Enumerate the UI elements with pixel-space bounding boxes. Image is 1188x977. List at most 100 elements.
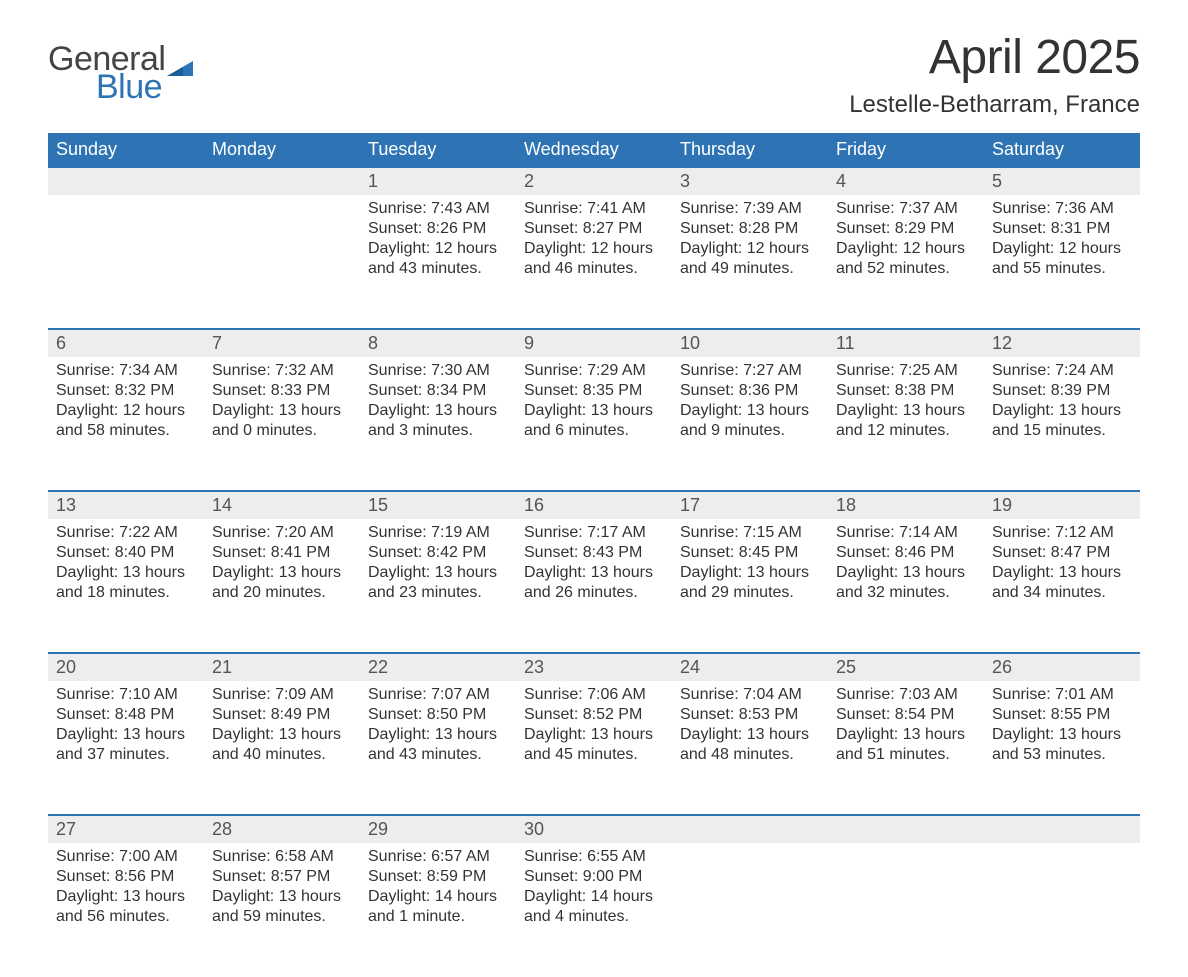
- day-cell: Sunrise: 7:22 AMSunset: 8:40 PMDaylight:…: [48, 519, 204, 653]
- day-content: Sunrise: 7:41 AMSunset: 8:27 PMDaylight:…: [524, 195, 664, 279]
- sunset-line: Sunset: 8:45 PM: [680, 543, 820, 563]
- day-number-cell: 17: [672, 491, 828, 519]
- sunset-line: Sunset: 8:57 PM: [212, 867, 352, 887]
- day-number-cell: 27: [48, 815, 204, 843]
- day-number: 26: [992, 657, 1012, 677]
- day-number: 14: [212, 495, 232, 515]
- day-cell: Sunrise: 7:37 AMSunset: 8:29 PMDaylight:…: [828, 195, 984, 329]
- sunset-line: Sunset: 8:47 PM: [992, 543, 1132, 563]
- day-number: 15: [368, 495, 388, 515]
- sunset-line: Sunset: 8:33 PM: [212, 381, 352, 401]
- daylight-line: Daylight: 14 hours and 4 minutes.: [524, 887, 664, 927]
- day-number-cell: 20: [48, 653, 204, 681]
- day-number-cell: 13: [48, 491, 204, 519]
- sunrise-line: Sunrise: 7:32 AM: [212, 361, 352, 381]
- sunrise-line: Sunrise: 7:17 AM: [524, 523, 664, 543]
- weekday-header: Saturday: [984, 133, 1140, 167]
- daylight-line: Daylight: 13 hours and 59 minutes.: [212, 887, 352, 927]
- day-number-cell: 11: [828, 329, 984, 357]
- daylight-line: Daylight: 13 hours and 51 minutes.: [836, 725, 976, 765]
- day-number-row: 6789101112: [48, 329, 1140, 357]
- daylight-line: Daylight: 12 hours and 43 minutes.: [368, 239, 508, 279]
- sunset-line: Sunset: 8:42 PM: [368, 543, 508, 563]
- day-cell: Sunrise: 7:29 AMSunset: 8:35 PMDaylight:…: [516, 357, 672, 491]
- day-content: Sunrise: 7:00 AMSunset: 8:56 PMDaylight:…: [56, 843, 196, 927]
- day-cell: Sunrise: 6:57 AMSunset: 8:59 PMDaylight:…: [360, 843, 516, 977]
- daylight-line: Daylight: 12 hours and 49 minutes.: [680, 239, 820, 279]
- day-number-cell: [828, 815, 984, 843]
- day-content: Sunrise: 7:06 AMSunset: 8:52 PMDaylight:…: [524, 681, 664, 765]
- sunset-line: Sunset: 8:32 PM: [56, 381, 196, 401]
- sunrise-line: Sunrise: 7:06 AM: [524, 685, 664, 705]
- location-subtitle: Lestelle-Betharram, France: [849, 91, 1140, 119]
- day-cell: [672, 843, 828, 977]
- sunset-line: Sunset: 8:34 PM: [368, 381, 508, 401]
- weekday-header: Wednesday: [516, 133, 672, 167]
- sunrise-line: Sunrise: 7:00 AM: [56, 847, 196, 867]
- sunset-line: Sunset: 8:36 PM: [680, 381, 820, 401]
- day-number: 6: [56, 333, 66, 353]
- day-number: 19: [992, 495, 1012, 515]
- sunset-line: Sunset: 8:41 PM: [212, 543, 352, 563]
- day-content: Sunrise: 7:12 AMSunset: 8:47 PMDaylight:…: [992, 519, 1132, 603]
- sunrise-line: Sunrise: 7:24 AM: [992, 361, 1132, 381]
- sunset-line: Sunset: 8:59 PM: [368, 867, 508, 887]
- day-content-row: Sunrise: 7:22 AMSunset: 8:40 PMDaylight:…: [48, 519, 1140, 653]
- day-content: Sunrise: 7:29 AMSunset: 8:35 PMDaylight:…: [524, 357, 664, 441]
- day-cell: Sunrise: 7:00 AMSunset: 8:56 PMDaylight:…: [48, 843, 204, 977]
- daylight-line: Daylight: 13 hours and 18 minutes.: [56, 563, 196, 603]
- day-number-cell: 1: [360, 167, 516, 195]
- sunset-line: Sunset: 8:29 PM: [836, 219, 976, 239]
- day-number: 24: [680, 657, 700, 677]
- daylight-line: Daylight: 13 hours and 12 minutes.: [836, 401, 976, 441]
- day-content: Sunrise: 7:15 AMSunset: 8:45 PMDaylight:…: [680, 519, 820, 603]
- day-cell: [828, 843, 984, 977]
- day-number-cell: 16: [516, 491, 672, 519]
- sunset-line: Sunset: 8:35 PM: [524, 381, 664, 401]
- day-number-cell: 4: [828, 167, 984, 195]
- day-content: Sunrise: 7:37 AMSunset: 8:29 PMDaylight:…: [836, 195, 976, 279]
- daylight-line: Daylight: 13 hours and 0 minutes.: [212, 401, 352, 441]
- day-number: 25: [836, 657, 856, 677]
- day-content: Sunrise: 6:57 AMSunset: 8:59 PMDaylight:…: [368, 843, 508, 927]
- day-content: Sunrise: 7:43 AMSunset: 8:26 PMDaylight:…: [368, 195, 508, 279]
- day-number-cell: 8: [360, 329, 516, 357]
- day-content: Sunrise: 7:03 AMSunset: 8:54 PMDaylight:…: [836, 681, 976, 765]
- day-cell: Sunrise: 7:20 AMSunset: 8:41 PMDaylight:…: [204, 519, 360, 653]
- weekday-header-row: Sunday Monday Tuesday Wednesday Thursday…: [48, 133, 1140, 167]
- day-content: Sunrise: 7:32 AMSunset: 8:33 PMDaylight:…: [212, 357, 352, 441]
- weekday-header: Monday: [204, 133, 360, 167]
- day-number-cell: 2: [516, 167, 672, 195]
- day-number: 20: [56, 657, 76, 677]
- daylight-line: Daylight: 13 hours and 48 minutes.: [680, 725, 820, 765]
- sunrise-line: Sunrise: 7:27 AM: [680, 361, 820, 381]
- daylight-line: Daylight: 13 hours and 43 minutes.: [368, 725, 508, 765]
- day-number-cell: 9: [516, 329, 672, 357]
- day-number: 13: [56, 495, 76, 515]
- day-cell: Sunrise: 7:24 AMSunset: 8:39 PMDaylight:…: [984, 357, 1140, 491]
- day-number-cell: 12: [984, 329, 1140, 357]
- day-number-cell: 18: [828, 491, 984, 519]
- sunrise-line: Sunrise: 7:03 AM: [836, 685, 976, 705]
- day-number-cell: [204, 167, 360, 195]
- day-content: Sunrise: 7:09 AMSunset: 8:49 PMDaylight:…: [212, 681, 352, 765]
- day-number-cell: 10: [672, 329, 828, 357]
- day-content: Sunrise: 6:55 AMSunset: 9:00 PMDaylight:…: [524, 843, 664, 927]
- day-number: 29: [368, 819, 388, 839]
- sunrise-line: Sunrise: 7:14 AM: [836, 523, 976, 543]
- day-number-row: 20212223242526: [48, 653, 1140, 681]
- weekday-header: Thursday: [672, 133, 828, 167]
- day-number: 8: [368, 333, 378, 353]
- day-number: 18: [836, 495, 856, 515]
- day-number: 10: [680, 333, 700, 353]
- day-cell: Sunrise: 7:19 AMSunset: 8:42 PMDaylight:…: [360, 519, 516, 653]
- day-cell: Sunrise: 7:43 AMSunset: 8:26 PMDaylight:…: [360, 195, 516, 329]
- day-number: 16: [524, 495, 544, 515]
- day-content: Sunrise: 7:10 AMSunset: 8:48 PMDaylight:…: [56, 681, 196, 765]
- day-content: Sunrise: 7:14 AMSunset: 8:46 PMDaylight:…: [836, 519, 976, 603]
- sunrise-line: Sunrise: 7:07 AM: [368, 685, 508, 705]
- sunset-line: Sunset: 8:39 PM: [992, 381, 1132, 401]
- sunrise-line: Sunrise: 7:10 AM: [56, 685, 196, 705]
- daylight-line: Daylight: 12 hours and 58 minutes.: [56, 401, 196, 441]
- day-number-cell: 19: [984, 491, 1140, 519]
